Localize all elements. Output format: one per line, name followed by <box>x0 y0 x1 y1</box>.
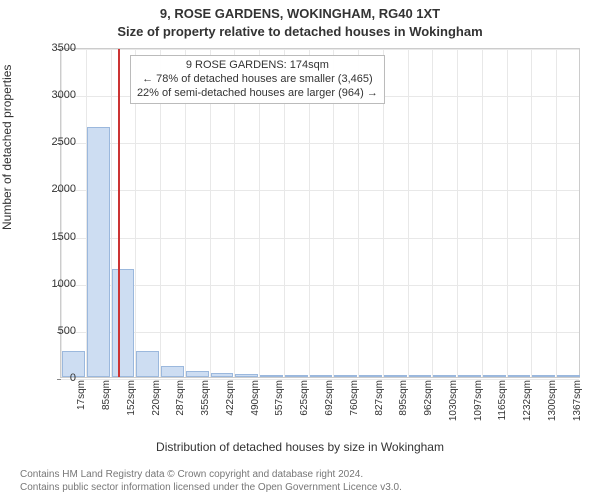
x-tick-label: 85sqm <box>101 380 112 430</box>
x-tick-label: 625sqm <box>299 380 310 430</box>
y-tick-label: 500 <box>40 325 76 337</box>
histogram-bar <box>87 127 110 377</box>
chart-title-line1: 9, ROSE GARDENS, WOKINGHAM, RG40 1XT <box>0 6 600 21</box>
histogram-bar <box>557 375 580 377</box>
x-tick-label: 287sqm <box>175 380 186 430</box>
annotation-line2: ← 78% of detached houses are smaller (3,… <box>137 73 378 87</box>
gridline-v <box>556 49 557 377</box>
histogram-bar <box>186 371 209 377</box>
y-tick-label: 0 <box>40 372 76 384</box>
x-tick-label: 1300sqm <box>547 380 558 430</box>
gridline-v <box>457 49 458 377</box>
gridline-h <box>61 285 579 286</box>
histogram-bar <box>384 375 407 377</box>
histogram-bar <box>458 375 481 377</box>
histogram-bar <box>260 375 283 377</box>
gridline-h <box>61 238 579 239</box>
footer-attribution: Contains HM Land Registry data © Crown c… <box>20 469 402 494</box>
gridline-h <box>61 49 579 50</box>
annotation-box: 9 ROSE GARDENS: 174sqm← 78% of detached … <box>130 55 385 104</box>
histogram-bar <box>532 375 555 377</box>
reference-line <box>118 49 120 377</box>
annotation-line1: 9 ROSE GARDENS: 174sqm <box>137 59 378 73</box>
y-axis-label: Number of detached properties <box>0 65 14 230</box>
x-tick-label: 17sqm <box>76 380 87 430</box>
chart-title-line2: Size of property relative to detached ho… <box>0 24 600 39</box>
footer-line1: Contains HM Land Registry data © Crown c… <box>20 469 402 482</box>
annotation-line3: 22% of semi-detached houses are larger (… <box>137 87 378 101</box>
y-tick-label: 2500 <box>40 136 76 148</box>
histogram-bar <box>359 375 382 377</box>
histogram-bar <box>433 375 456 377</box>
gridline-h <box>61 143 579 144</box>
y-tick-label: 1500 <box>40 231 76 243</box>
x-tick-label: 152sqm <box>126 380 137 430</box>
x-axis-label: Distribution of detached houses by size … <box>0 440 600 454</box>
x-tick-label: 827sqm <box>374 380 385 430</box>
histogram-bar <box>334 375 357 377</box>
x-tick-label: 220sqm <box>151 380 162 430</box>
x-tick-label: 962sqm <box>423 380 434 430</box>
gridline-v <box>408 49 409 377</box>
gridline-v <box>507 49 508 377</box>
gridline-v <box>482 49 483 377</box>
histogram-bar <box>310 375 333 377</box>
histogram-bar <box>483 375 506 377</box>
x-tick-label: 490sqm <box>250 380 261 430</box>
x-tick-label: 1232sqm <box>522 380 533 430</box>
plot-area: 9 ROSE GARDENS: 174sqm← 78% of detached … <box>60 48 580 378</box>
x-tick-label: 422sqm <box>225 380 236 430</box>
histogram-bar <box>112 269 135 377</box>
y-tick-label: 3500 <box>40 42 76 54</box>
x-tick-label: 557sqm <box>274 380 285 430</box>
x-tick-label: 1165sqm <box>497 380 508 430</box>
histogram-bar <box>409 375 432 377</box>
histogram-bar <box>285 375 308 377</box>
y-tick-label: 1000 <box>40 278 76 290</box>
histogram-bar <box>235 374 258 377</box>
x-tick-label: 1097sqm <box>473 380 484 430</box>
y-tick-label: 2000 <box>40 183 76 195</box>
x-tick-label: 760sqm <box>349 380 360 430</box>
x-tick-label: 692sqm <box>324 380 335 430</box>
x-tick-label: 1030sqm <box>448 380 459 430</box>
y-tick-label: 3000 <box>40 89 76 101</box>
footer-line2: Contains public sector information licen… <box>20 482 402 495</box>
x-tick-label: 355sqm <box>200 380 211 430</box>
histogram-bar <box>136 351 159 377</box>
x-tick-label: 1367sqm <box>572 380 583 430</box>
x-tick-label: 895sqm <box>398 380 409 430</box>
histogram-bar <box>211 373 234 377</box>
chart-container: 9, ROSE GARDENS, WOKINGHAM, RG40 1XT Siz… <box>0 0 600 500</box>
gridline-v <box>531 49 532 377</box>
gridline-h <box>61 332 579 333</box>
gridline-v <box>432 49 433 377</box>
gridline-h <box>61 190 579 191</box>
histogram-bar <box>161 366 184 377</box>
histogram-bar <box>508 375 531 377</box>
